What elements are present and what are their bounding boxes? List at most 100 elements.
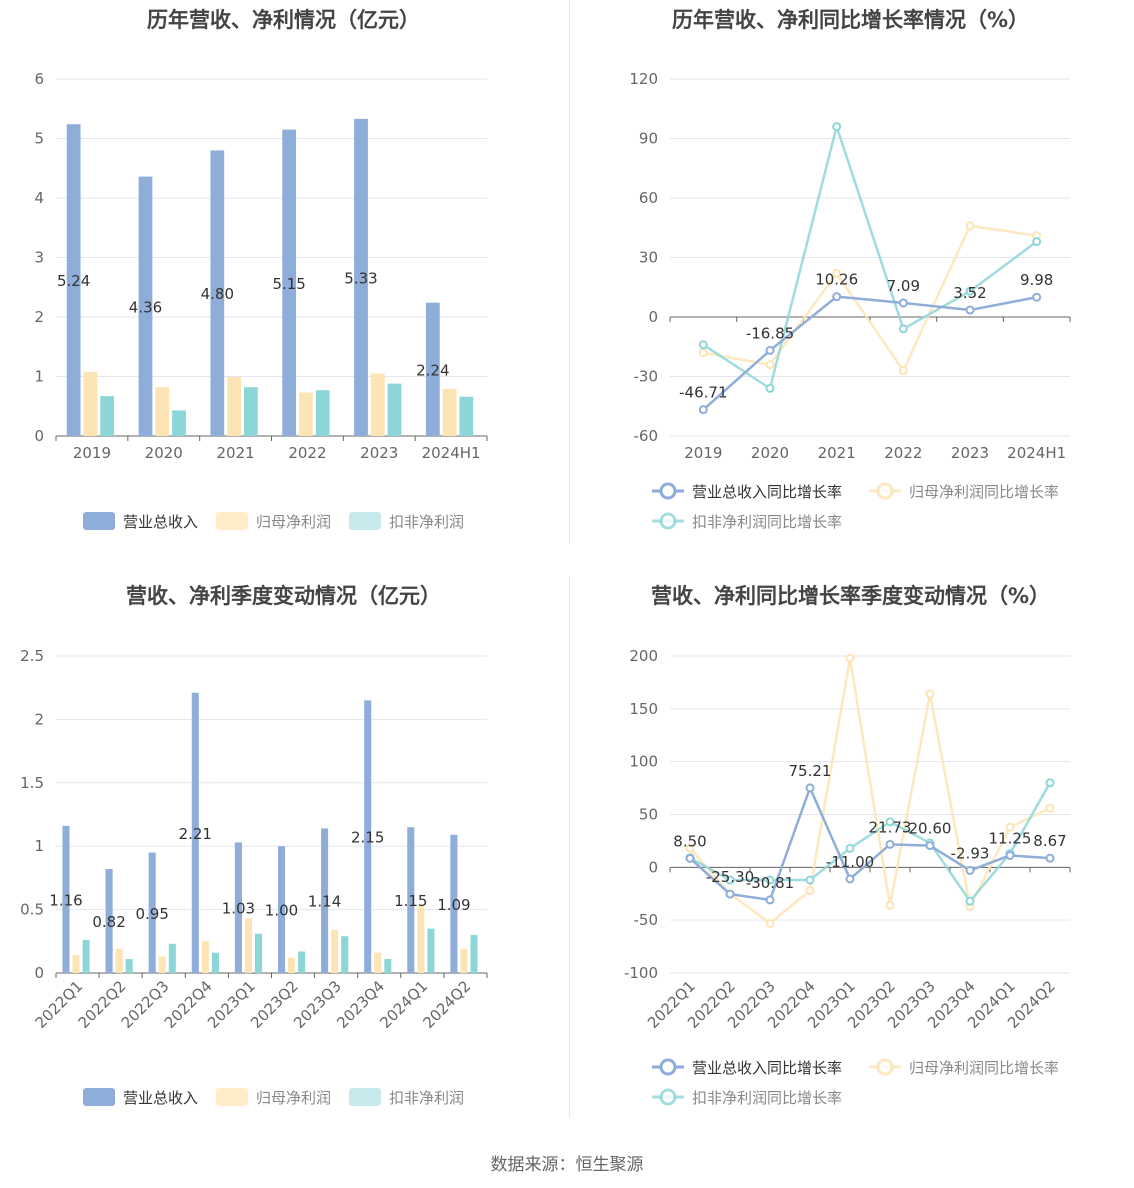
x-tick-label: 2024H1 xyxy=(422,444,481,462)
data-source: 数据来源：恒生聚源 xyxy=(490,1155,644,1175)
data-point xyxy=(965,305,975,315)
data-point xyxy=(805,886,815,896)
bar-revenue xyxy=(354,118,368,437)
bar-net-profit xyxy=(374,952,382,973)
data-point xyxy=(965,286,975,296)
bar-net-profit xyxy=(201,941,209,973)
data-label: 0.95 xyxy=(135,905,168,923)
x-tick-label: 2024Q2 xyxy=(419,977,474,1032)
bar-net-profit xyxy=(442,388,457,436)
data-label: -16.85 xyxy=(746,324,794,342)
bar-net-profit xyxy=(158,956,166,973)
series-line-net-profit xyxy=(703,224,1037,374)
bar-revenue xyxy=(450,834,458,973)
bar-revenue xyxy=(321,828,329,973)
bar-revenue xyxy=(191,692,199,973)
quarterly-growth-chart: -100-500501001502002022Q12022Q22022Q3202… xyxy=(624,647,1071,1107)
legend-item: 归母净利润同比增长率 xyxy=(869,1058,1059,1077)
data-point xyxy=(1045,778,1055,788)
series-line-deducted-profit xyxy=(702,122,1038,391)
data-point xyxy=(1032,292,1042,302)
data-label: 4.36 xyxy=(129,298,162,316)
legend-label: 归母净利润 xyxy=(256,1089,331,1107)
data-label: 1.09 xyxy=(437,896,470,914)
legend-label: 扣非净利润同比增长率 xyxy=(692,513,842,531)
series-line-revenue xyxy=(702,295,1037,411)
bar-revenue xyxy=(148,852,156,973)
data-label: 1.14 xyxy=(308,893,341,911)
legend-label: 归母净利润同比增长率 xyxy=(909,483,1059,501)
legend-label: 营业总收入 xyxy=(123,1089,198,1107)
data-label: 1.03 xyxy=(222,900,255,918)
legend-item: 扣非净利润同比增长率 xyxy=(652,1088,842,1107)
data-label: 20.60 xyxy=(909,820,952,838)
data-point xyxy=(765,875,775,885)
annual-growth-panel: 历年营收、净利同比增长率情况（%） -60 -30 0 30 60 90 120 2019 20… xyxy=(567,0,1134,576)
data-point xyxy=(698,340,708,350)
data-label: 5.33 xyxy=(344,269,377,287)
annual-revenue-profit-chart: 0 1 2 3 4 5 6 2019 2020 2021 2022 2023 2024H1 5.24 4.3… xyxy=(34,70,488,531)
bar-deducted-profit xyxy=(168,943,176,973)
bar-deducted-profit xyxy=(470,934,478,973)
data-label: -2.93 xyxy=(951,844,990,862)
data-point xyxy=(765,360,775,370)
data-label: 2.21 xyxy=(179,825,212,843)
bar-deducted-profit xyxy=(427,928,435,973)
data-point xyxy=(832,122,842,132)
data-label: 1.15 xyxy=(394,892,427,910)
annual-growth-chart: -60 -30 0 30 60 90 120 2019 2020 2021 2022 2023 2024… xyxy=(629,70,1071,531)
y-tick-label: -50 xyxy=(634,911,659,929)
x-tick-label: 2021 xyxy=(818,444,856,462)
bar-deducted-profit xyxy=(82,940,90,973)
y-tick-label: 1.5 xyxy=(20,774,44,792)
data-label: 9.98 xyxy=(1020,271,1053,289)
data-label: 7.09 xyxy=(887,277,920,295)
data-point xyxy=(1005,822,1015,832)
legend-label: 营业总收入 xyxy=(123,513,198,531)
data-point xyxy=(1032,237,1042,247)
legend-item: 扣非净利润 xyxy=(349,512,464,531)
y-tick-label: 120 xyxy=(629,70,658,88)
legend-marker xyxy=(876,482,894,500)
data-point xyxy=(685,843,695,853)
y-tick-label: 0 xyxy=(648,308,658,326)
bar-deducted-profit xyxy=(172,410,186,436)
legend-marker xyxy=(876,1058,894,1076)
bar-net-profit xyxy=(244,918,252,973)
data-point xyxy=(765,345,775,355)
data-point xyxy=(965,896,975,906)
bar-net-profit xyxy=(417,905,425,973)
data-point xyxy=(845,653,855,663)
x-tick-label: 2020 xyxy=(145,444,183,462)
data-label: 10.26 xyxy=(815,271,858,289)
bar-revenue xyxy=(282,129,297,436)
y-tick-label: 2 xyxy=(34,710,44,728)
legend-label: 归母净利润 xyxy=(256,513,331,531)
series-line-deducted-profit xyxy=(689,782,1052,904)
data-point xyxy=(765,895,775,905)
bar-revenue xyxy=(425,302,440,436)
y-tick-label: 60 xyxy=(639,189,658,207)
y-tick-label: 5 xyxy=(34,130,44,148)
x-tick-label: 2023 xyxy=(360,444,398,462)
legend-label: 扣非净利润 xyxy=(389,513,464,531)
legend-item: 扣非净利润 xyxy=(349,1088,464,1107)
data-point xyxy=(965,221,975,231)
quarterly-growth-panel: 营收、净利同比增长率季度变动情况（%） -100 -50 0 50 100 150 200 2… xyxy=(567,576,1134,1152)
data-point xyxy=(965,865,975,875)
data-label: 5.15 xyxy=(272,275,305,293)
legend-marker xyxy=(659,512,677,530)
annual-revenue-profit-panel: 历年营收、净利情况（亿元） 0 1 2 3 4 5 6 2019 2020 2021 2022 202… xyxy=(0,0,567,576)
data-point xyxy=(925,689,935,699)
y-tick-label: 90 xyxy=(639,130,658,148)
x-tick-label: 2021 xyxy=(216,444,254,462)
y-tick-label: 4 xyxy=(34,189,44,207)
legend-label: 归母净利润同比增长率 xyxy=(909,1059,1059,1077)
legend-swatch xyxy=(349,512,381,530)
bar-net-profit xyxy=(83,371,98,436)
y-tick-label: -100 xyxy=(624,964,658,982)
data-label: -11.00 xyxy=(826,853,874,871)
y-tick-label: 1 xyxy=(34,368,44,386)
data-point xyxy=(925,841,935,851)
bar-net-profit xyxy=(155,387,170,436)
